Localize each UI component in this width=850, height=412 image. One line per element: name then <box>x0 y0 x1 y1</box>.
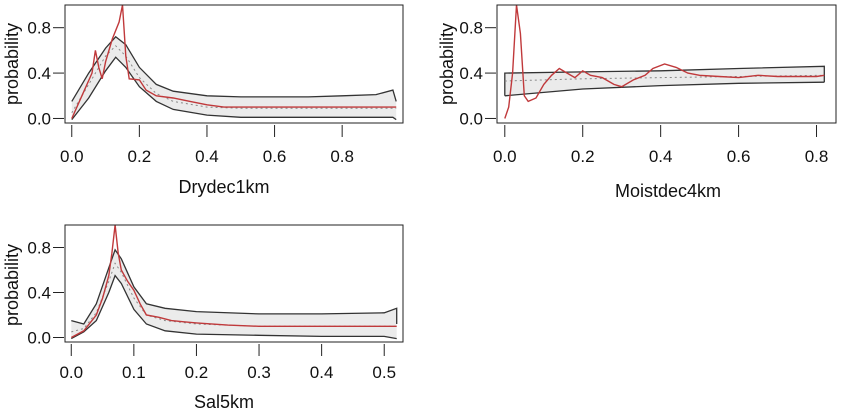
x-tick-label: 0.2 <box>185 363 209 382</box>
x-tick-label: 0.4 <box>195 147 219 166</box>
x-tick-label: 0.1 <box>122 363 146 382</box>
y-axis-title: probability <box>2 244 22 326</box>
y-tick-label: 0.4 <box>27 64 51 83</box>
y-tick-label: 0.4 <box>459 64 483 83</box>
x-axis-title: Drydec1km <box>178 177 269 197</box>
y-axis-title: probability <box>437 23 457 105</box>
x-tick-label: 0.4 <box>310 363 334 382</box>
series-observed <box>71 4 397 119</box>
y-tick-label: 0.0 <box>27 329 51 348</box>
series-median <box>504 74 825 82</box>
confidence-band-fill <box>71 36 397 120</box>
series-observed <box>70 224 397 339</box>
series-upper-band <box>71 248 398 325</box>
series-lower-band <box>71 56 397 121</box>
x-axis-title: Sal5km <box>194 392 254 412</box>
plot-frame <box>64 4 404 124</box>
panel-drydec1km: 0.0 0.2 0.4 0.6 0.8 0.0 0.4 0.8 Drydec1km probabi… <box>2 4 404 197</box>
x-tick-label: 0.3 <box>247 363 271 382</box>
y-tick-label: 0.0 <box>459 109 483 128</box>
x-tick-label: 0.2 <box>128 147 152 166</box>
panel-moistdec4km: 0.0 0.2 0.4 0.6 0.8 0.0 0.4 0.8 Moistdec4km proba… <box>437 4 837 201</box>
x-tick-label: 0.0 <box>493 147 517 166</box>
x-tick-label: 0.2 <box>571 147 595 166</box>
x-tick-label: 0.6 <box>263 147 287 166</box>
y-tick-label: 0.8 <box>27 19 51 38</box>
plot-frame <box>64 224 404 343</box>
x-axis-title: Moistdec4km <box>615 181 721 201</box>
x-tick-label: 0.8 <box>330 147 354 166</box>
series-upper-band <box>504 65 825 96</box>
x-tick-label: 0.5 <box>372 363 396 382</box>
y-tick-label: 0.8 <box>27 239 51 258</box>
x-tick-label: 0.8 <box>805 147 829 166</box>
plot-frame <box>496 4 837 124</box>
x-tick-label: 0.6 <box>727 147 751 166</box>
series-observed <box>504 4 825 119</box>
series-lower-band <box>70 274 397 340</box>
x-tick-label: 0.0 <box>60 147 84 166</box>
series-lower-band <box>504 81 825 97</box>
y-axis-title: probability <box>2 23 22 105</box>
y-tick-label: 0.4 <box>27 284 51 303</box>
y-tick-label: 0.0 <box>27 109 51 128</box>
x-tick-label: 0.0 <box>59 363 83 382</box>
x-tick-label: 0.4 <box>649 147 673 166</box>
panel-sal5km: 0.0 0.1 0.2 0.3 0.4 0.5 0.0 0.4 0.8 Sal5km probabi… <box>2 224 404 412</box>
y-tick-label: 0.8 <box>459 19 483 38</box>
